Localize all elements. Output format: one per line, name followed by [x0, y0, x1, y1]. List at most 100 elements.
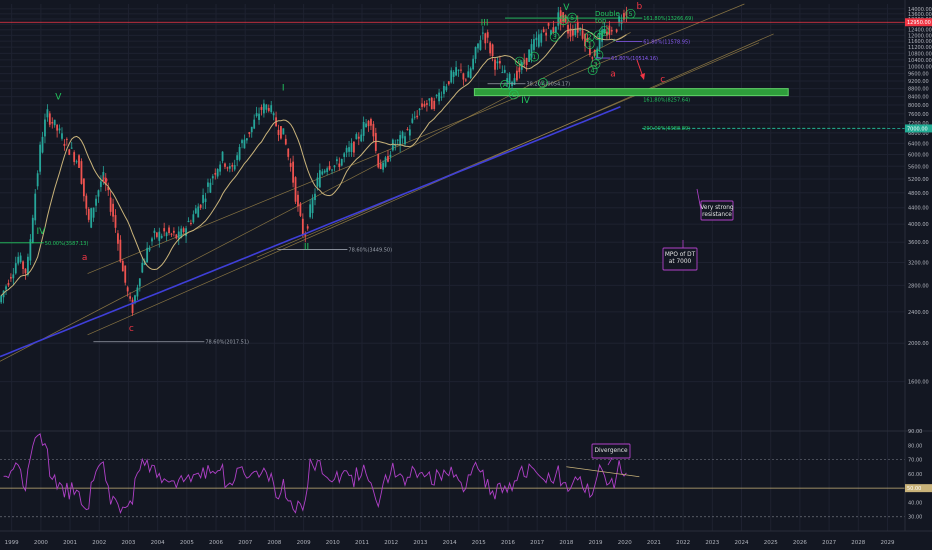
- candle-body: [36, 173, 39, 187]
- candle-body: [255, 113, 258, 117]
- rsi-tag: 50.00: [907, 486, 921, 492]
- candle-body: [48, 113, 51, 125]
- candle-body: [382, 162, 385, 170]
- candle-body: [2, 290, 5, 298]
- candle-body: [9, 277, 12, 279]
- candle-body: [326, 168, 329, 173]
- candle-body: [297, 194, 299, 207]
- candle-body: [245, 138, 248, 141]
- candle-body: [117, 233, 119, 244]
- candle-body: [27, 256, 29, 275]
- candle-body: [554, 26, 557, 33]
- candle-body: [158, 231, 161, 241]
- candle-body: [450, 70, 453, 83]
- fib-label: 78.60%(3449.50): [348, 248, 392, 254]
- candle-body: [82, 178, 85, 197]
- wave-label-circled: 3: [553, 33, 557, 41]
- x-tick-label: 2007: [238, 540, 252, 546]
- y-tick-label: 3200.00: [908, 260, 929, 266]
- candle-body: [399, 135, 402, 146]
- wave-label-green: IV: [521, 96, 531, 106]
- candle-body: [294, 177, 297, 202]
- candle-body: [7, 282, 10, 286]
- y-tick-label: 9600.00: [908, 72, 929, 78]
- candle-body: [455, 67, 458, 76]
- candle-body: [416, 115, 419, 118]
- rsi-divergence-line: [566, 466, 640, 478]
- candle-body: [596, 48, 599, 58]
- y-tick-label: 10800.00: [908, 51, 932, 57]
- candle-body: [452, 72, 455, 77]
- candle-body: [192, 214, 195, 223]
- candle-body: [100, 181, 102, 187]
- price-tag-current-bg: [905, 18, 932, 27]
- candle-body: [165, 232, 168, 237]
- x-tick-label: 2009: [297, 540, 311, 546]
- x-tick-label: 2004: [151, 540, 165, 546]
- candle-body: [421, 103, 423, 107]
- wave-label-red: c: [129, 324, 134, 334]
- rsi-tick-label: 90.00: [908, 429, 922, 435]
- candle-body: [357, 136, 360, 139]
- candle-body: [143, 261, 146, 265]
- x-tick-label: 2025: [764, 540, 778, 546]
- candle-body: [508, 73, 511, 84]
- fib-label: 61.80%(10514.16): [611, 56, 658, 62]
- y-tick-label: 8800.00: [908, 87, 929, 93]
- callout-resistance-text: resistance: [702, 212, 732, 218]
- candle-body: [343, 153, 346, 157]
- candle-body: [289, 163, 292, 167]
- candle-body: [172, 230, 175, 233]
- candle-body: [445, 86, 448, 91]
- wave-circle: [587, 65, 598, 75]
- wave-label-circled: A: [503, 81, 508, 89]
- candle-body: [591, 57, 594, 59]
- candle-body: [535, 37, 538, 41]
- candle-body: [331, 169, 333, 171]
- candle-body: [335, 159, 338, 162]
- candle-body: [430, 97, 433, 110]
- wave-label-red: a: [610, 69, 616, 79]
- candle-body: [168, 227, 170, 234]
- y-tick-label: 3600.00: [908, 240, 929, 246]
- candle-body: [498, 61, 501, 64]
- candle-body: [620, 19, 623, 24]
- candle-body: [559, 10, 562, 25]
- candle-body: [194, 208, 197, 214]
- candle-body: [284, 138, 287, 145]
- candle-body: [228, 166, 231, 169]
- candle-body: [355, 134, 358, 140]
- wave-label-circled: B: [602, 27, 606, 35]
- candle-body: [545, 32, 548, 36]
- wave-label-circled: 5: [570, 14, 574, 22]
- candle-body: [170, 233, 173, 235]
- candle-body: [73, 152, 76, 162]
- wave-label-green: II: [304, 243, 309, 253]
- candle-body: [214, 173, 217, 175]
- candle-body: [576, 21, 579, 33]
- y-tick-label: 2000.00: [908, 341, 929, 347]
- candle-body: [571, 29, 574, 36]
- x-tick-label: 2012: [384, 540, 398, 546]
- candle-body: [151, 238, 153, 242]
- x-tick-label: 2000: [34, 540, 48, 546]
- rsi-tick-label: 80.00: [908, 443, 922, 449]
- candle-body: [243, 139, 246, 149]
- ma-fast-line: [0, 28, 627, 296]
- candle-body: [216, 168, 219, 177]
- callout-divergence-pointer: [607, 457, 613, 466]
- price-tag-current: 12950.00: [907, 20, 931, 26]
- candle-body: [29, 239, 32, 261]
- candle-body: [241, 140, 243, 144]
- candle-body: [301, 218, 304, 235]
- x-tick-label: 2003: [121, 540, 135, 546]
- rsi-tick-label: 30.00: [908, 515, 922, 521]
- ma-slow-line: [0, 106, 621, 358]
- candle-body: [56, 124, 59, 131]
- wave-label-red: b: [636, 2, 642, 12]
- candle-body: [65, 138, 68, 140]
- wave-circle: [538, 78, 548, 88]
- wave-circle: [500, 79, 510, 90]
